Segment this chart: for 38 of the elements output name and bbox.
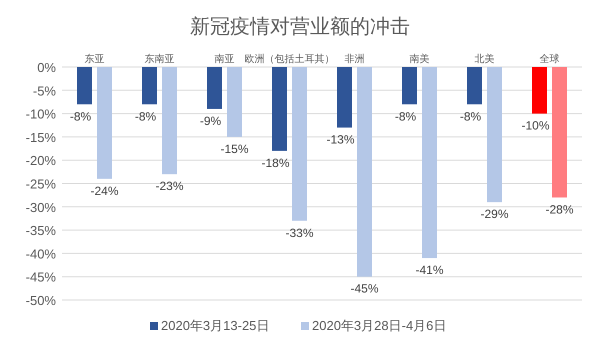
data-label: -24% (90, 184, 119, 198)
y-tick-label: -40% (26, 246, 56, 262)
data-label: -8% (134, 109, 156, 124)
data-label: -13% (326, 132, 355, 147)
y-tick-label: -50% (26, 293, 56, 308)
x-tick-label: 非洲 (344, 53, 364, 65)
y-tick-label: -5% (32, 83, 56, 98)
data-label: -15% (220, 142, 249, 156)
x-tick-label: 全球 (540, 53, 560, 65)
x-tick-label: 欧洲（包括土耳其） (244, 53, 334, 65)
x-tick-label: 东南亚 (144, 53, 174, 65)
x-tick-label: 南美 (410, 53, 430, 65)
data-label: -8% (394, 109, 416, 124)
data-label: -18% (261, 156, 290, 170)
y-tick-label: -10% (26, 106, 56, 122)
y-tick-label: 0% (37, 60, 56, 75)
x-tick-label: 南亚 (214, 53, 234, 65)
data-label: -10% (521, 118, 550, 133)
x-tick-label: 北美 (474, 53, 494, 65)
y-tick-label: -35% (26, 223, 56, 238)
data-label: -8% (460, 109, 482, 124)
y-tick-label: -45% (26, 270, 56, 285)
x-tick-label: 东亚 (84, 53, 104, 65)
data-label: -41% (415, 263, 444, 278)
y-tick-label: -30% (26, 200, 56, 215)
y-tick-label: -15% (26, 130, 56, 145)
data-label: -9% (200, 114, 222, 128)
y-tick-label: -20% (26, 153, 56, 168)
data-label: -8% (70, 109, 92, 124)
data-label: -28% (545, 202, 574, 216)
data-label: -33% (285, 226, 314, 240)
legend-label: 2020年3月13-25日 (161, 318, 270, 333)
legend-label: 2020年3月28日-4月6日 (312, 318, 446, 333)
data-label: -23% (155, 179, 184, 194)
data-label: -29% (480, 207, 509, 222)
chart-title: 新冠疫情对营业额的冲击 (190, 16, 410, 38)
y-tick-label: -25% (26, 176, 56, 192)
data-label: -45% (350, 282, 379, 296)
